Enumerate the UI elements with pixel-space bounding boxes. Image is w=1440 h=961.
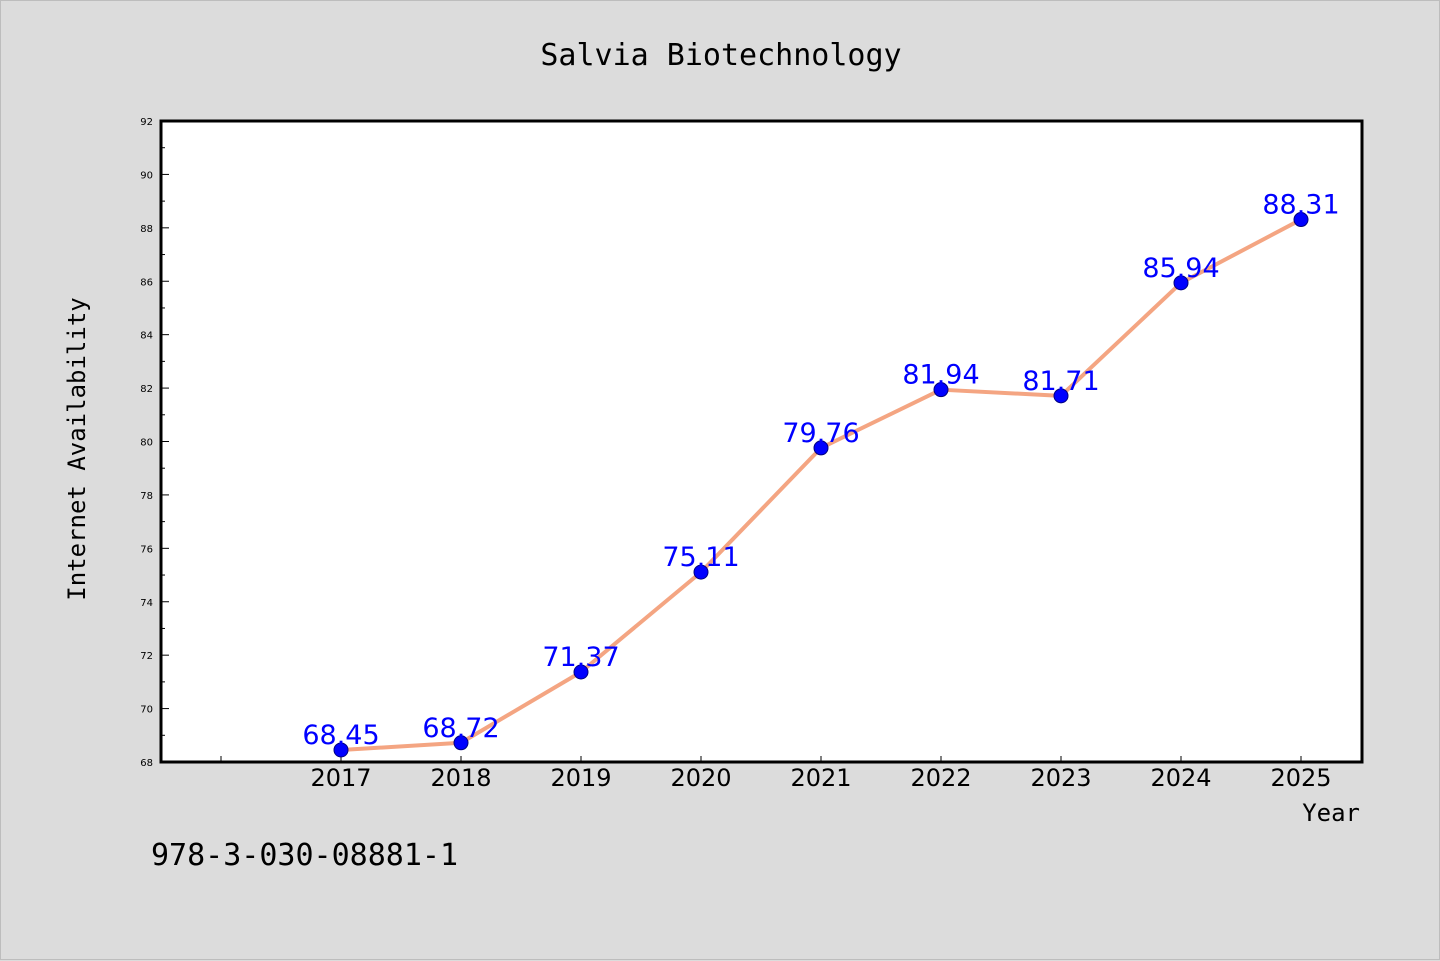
data-label: 81.71 — [1022, 366, 1099, 397]
y-tick-label: 70 — [140, 705, 153, 716]
data-label: 79.76 — [782, 418, 859, 449]
data-point — [333, 742, 349, 758]
x-tick-label: 2019 — [550, 764, 611, 792]
x-axis-label: Year — [1302, 799, 1360, 827]
y-tick-label: 92 — [140, 117, 153, 128]
y-tick-label: 82 — [140, 384, 153, 395]
y-tick-label: 84 — [140, 331, 153, 342]
y-tick-label: 78 — [140, 491, 153, 502]
x-tick-label: 2025 — [1270, 764, 1331, 792]
data-label: 88.31 — [1262, 190, 1339, 221]
data-point — [573, 664, 589, 680]
x-tick-label: 2023 — [1030, 764, 1091, 792]
data-point — [453, 735, 469, 751]
data-label: 75.11 — [662, 542, 739, 573]
y-tick-label: 88 — [140, 224, 153, 235]
data-point — [693, 564, 709, 580]
y-tick-label: 76 — [140, 544, 153, 555]
data-label: 71.37 — [542, 642, 619, 673]
x-tick-label: 2022 — [910, 764, 971, 792]
data-point — [813, 440, 829, 456]
y-axis: 68 70 72 74 76 78 80 82 84 86 88 90 92 — [140, 117, 169, 769]
y-tick-label: 68 — [140, 758, 153, 769]
footer-isbn: 978-3-030-08881-1 — [151, 838, 458, 873]
y-axis-label: Internet Availability — [63, 297, 91, 600]
x-tick-label: 2017 — [310, 764, 371, 792]
data-label: 68.45 — [302, 720, 379, 751]
data-label: 81.94 — [902, 360, 979, 391]
y-tick-label: 80 — [140, 438, 153, 449]
x-tick-label: 2018 — [430, 764, 491, 792]
plot-area — [159, 119, 1364, 764]
data-label: 68.72 — [422, 713, 499, 744]
y-tick-label: 90 — [140, 170, 153, 181]
y-tick-label: 72 — [140, 651, 153, 662]
chart-title: Salvia Biotechnology — [540, 38, 901, 73]
data-point — [1053, 388, 1069, 404]
data-point — [933, 382, 949, 398]
x-tick-label: 2024 — [1150, 764, 1211, 792]
x-tick-label: 2021 — [790, 764, 851, 792]
x-axis: 2017 2018 2019 2020 2021 2022 2023 2024 2025 — [220, 756, 1332, 792]
data-point — [1293, 212, 1309, 228]
y-tick-label: 86 — [140, 277, 153, 288]
data-label: 85.94 — [1142, 253, 1219, 284]
y-tick-label: 74 — [140, 598, 153, 609]
series-group: 68.45 68.72 71.37 75.11 79.76 81.94 81.71 85.94… — [302, 190, 1340, 758]
x-tick-label: 2020 — [670, 764, 731, 792]
data-point — [1173, 275, 1189, 291]
